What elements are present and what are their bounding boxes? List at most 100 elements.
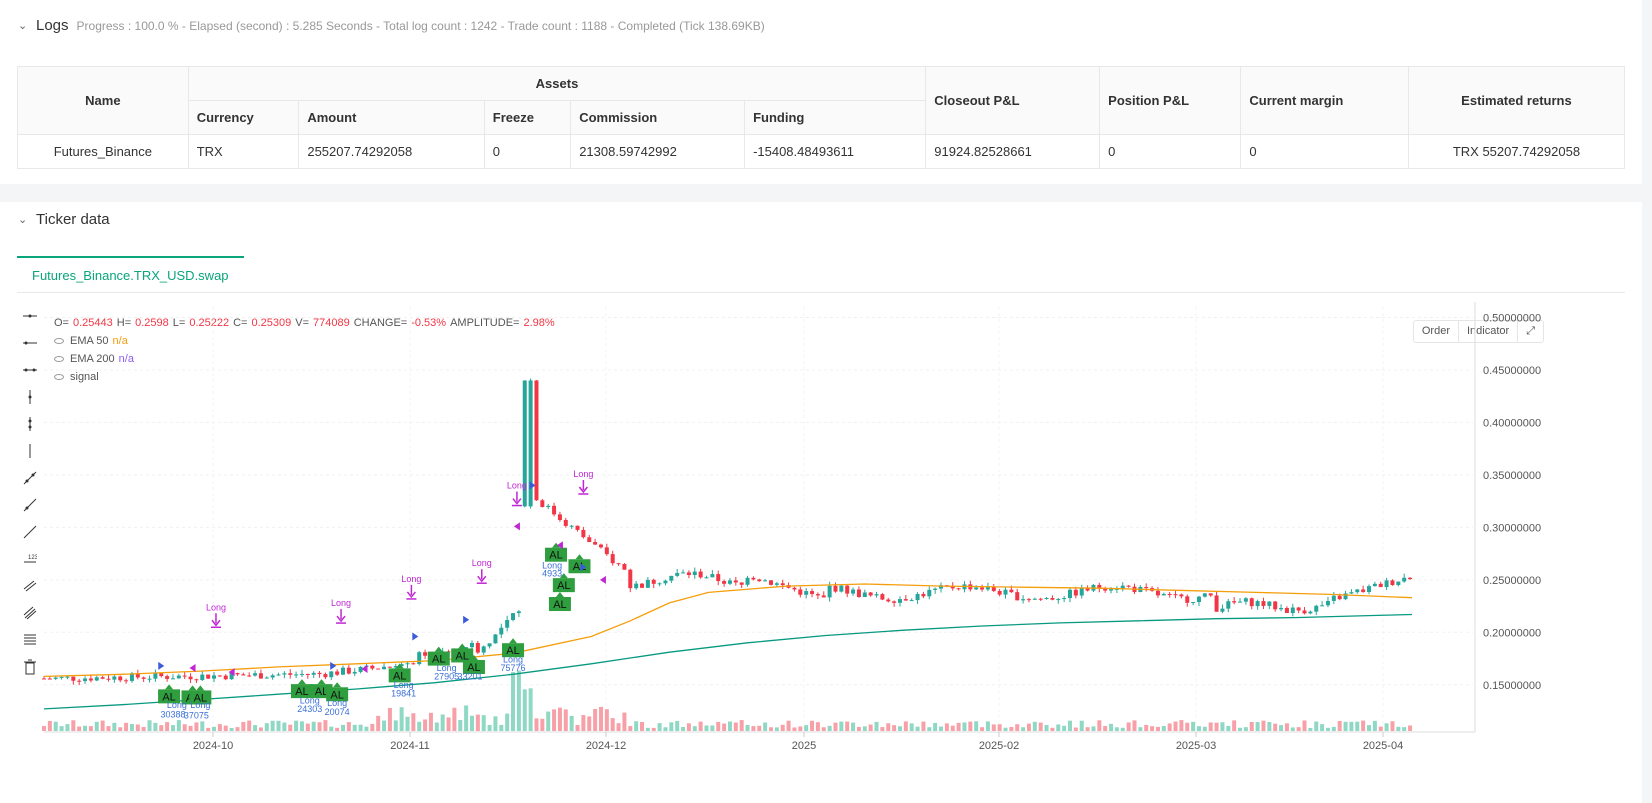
candle-body: [1114, 588, 1119, 590]
tab-trx-usd-swap[interactable]: Futures_Binance.TRX_USD.swap: [17, 256, 244, 292]
low-value: 0.25222: [189, 317, 230, 329]
candle-body: [329, 671, 334, 678]
candle-body: [681, 572, 686, 574]
eye-icon[interactable]: [54, 356, 64, 362]
candle-body: [593, 542, 598, 545]
candle-body: [42, 678, 46, 680]
candle-body: [552, 505, 557, 515]
horizontal-line-icon[interactable]: [17, 302, 43, 329]
volume-bar: [1267, 722, 1272, 731]
parallel-channel-icon[interactable]: [17, 572, 43, 599]
extended-line-icon[interactable]: [17, 356, 43, 383]
entry-marker: [158, 661, 165, 670]
volume-bar: [1226, 725, 1231, 731]
candle-body: [1267, 601, 1272, 606]
al-label-text: AL: [553, 599, 566, 611]
candle-body: [294, 674, 299, 676]
x-tick-label: 2024-11: [390, 740, 430, 752]
vertical-line-icon[interactable]: [17, 383, 43, 410]
candle-body: [499, 627, 504, 635]
candle-body: [903, 599, 908, 601]
trend-line-icon[interactable]: [17, 464, 43, 491]
volume-bar: [1126, 722, 1131, 731]
candle-body: [657, 583, 662, 585]
chevron-down-icon[interactable]: ⌄: [18, 20, 28, 32]
low-label: L=: [172, 317, 186, 329]
x-tick-label: 2024-10: [193, 740, 233, 752]
order-button[interactable]: Order: [1414, 321, 1459, 342]
fib-retracement-icon[interactable]: [17, 626, 43, 653]
volume-bar: [94, 721, 99, 731]
volume-bar: [1138, 727, 1143, 731]
al-label-box: [548, 597, 571, 612]
volume-bar: [821, 727, 826, 731]
signal-label: Long: [206, 602, 226, 612]
al-label-arrow: [395, 663, 404, 669]
col-returns: Estimated returns: [1407, 66, 1626, 135]
al-label-arrow: [552, 542, 561, 548]
high-label: H=: [116, 317, 132, 329]
candle-body: [282, 673, 287, 675]
al-label-box: [158, 689, 181, 704]
candle-body: [346, 667, 351, 674]
trade-label: 33201: [458, 672, 483, 682]
volume-bar: [1056, 724, 1061, 731]
fullscreen-icon[interactable]: ⤢: [1526, 325, 1535, 337]
cell-closeout: 91924.82528661: [925, 134, 1101, 169]
vertical-segment-icon[interactable]: [17, 410, 43, 437]
volume-bar: [382, 720, 387, 731]
trash-icon[interactable]: [17, 653, 43, 680]
volume-bar: [815, 722, 820, 731]
eye-icon[interactable]: [54, 338, 64, 344]
signal-row[interactable]: signal: [54, 368, 555, 386]
chevron-down-icon[interactable]: ⌄: [18, 214, 28, 226]
volume-bar: [1085, 727, 1090, 731]
volume-bar: [370, 723, 375, 731]
volume-bar: [393, 720, 398, 731]
candle-body: [1056, 599, 1061, 601]
candle-body: [604, 547, 609, 555]
volume-bar: [129, 724, 134, 731]
candle-body: [575, 525, 580, 530]
segment-line-icon[interactable]: [17, 518, 43, 545]
candle-body: [83, 678, 88, 682]
pitchfork-icon[interactable]: [17, 599, 43, 626]
price-chart[interactable]: ALALALALALALALALALALALALALALALLong30388L…: [17, 302, 1642, 802]
exit-marker: [189, 663, 196, 672]
volume-bar: [1097, 720, 1102, 731]
y-tick-label: 0.35000000: [1483, 470, 1541, 482]
volume-bar: [569, 715, 574, 731]
volume-bar: [921, 721, 926, 731]
candle-body: [640, 583, 645, 588]
logs-header[interactable]: ⌄ Logs Progress : 100.0 % - Elapsed (sec…: [18, 17, 765, 34]
volume-bar: [651, 727, 656, 731]
volume-bar: [358, 724, 363, 731]
volume-bar: [452, 707, 457, 731]
ticker-header[interactable]: ⌄ Ticker data: [18, 211, 110, 228]
candle-body: [1331, 595, 1336, 601]
candle-body: [587, 537, 592, 543]
volume-bar: [1021, 727, 1026, 731]
ema200-row[interactable]: EMA 200 n/a: [54, 350, 555, 368]
candle-body: [886, 599, 891, 602]
volume-bar: [897, 726, 902, 731]
candle-body: [1320, 605, 1325, 607]
volume-bar: [206, 727, 211, 731]
horizontal-ray-icon[interactable]: [17, 329, 43, 356]
ray-line-icon[interactable]: [17, 491, 43, 518]
indicator-button[interactable]: Indicator: [1459, 321, 1519, 342]
volume-bar: [1372, 720, 1377, 731]
candle-body: [423, 652, 428, 656]
price-label-icon[interactable]: 123: [17, 545, 43, 572]
vertical-ray-icon[interactable]: [17, 437, 43, 464]
candle-body: [229, 673, 234, 680]
volume-bar: [1032, 721, 1037, 731]
ema50-row[interactable]: EMA 50 n/a: [54, 332, 555, 350]
candle-body: [745, 577, 750, 585]
candle-body: [358, 666, 363, 672]
col-freeze: Freeze: [483, 100, 572, 135]
volume-bar: [305, 723, 310, 731]
eye-icon[interactable]: [54, 374, 64, 380]
candle-body: [1202, 593, 1207, 597]
al-label-text: AL: [295, 686, 308, 698]
